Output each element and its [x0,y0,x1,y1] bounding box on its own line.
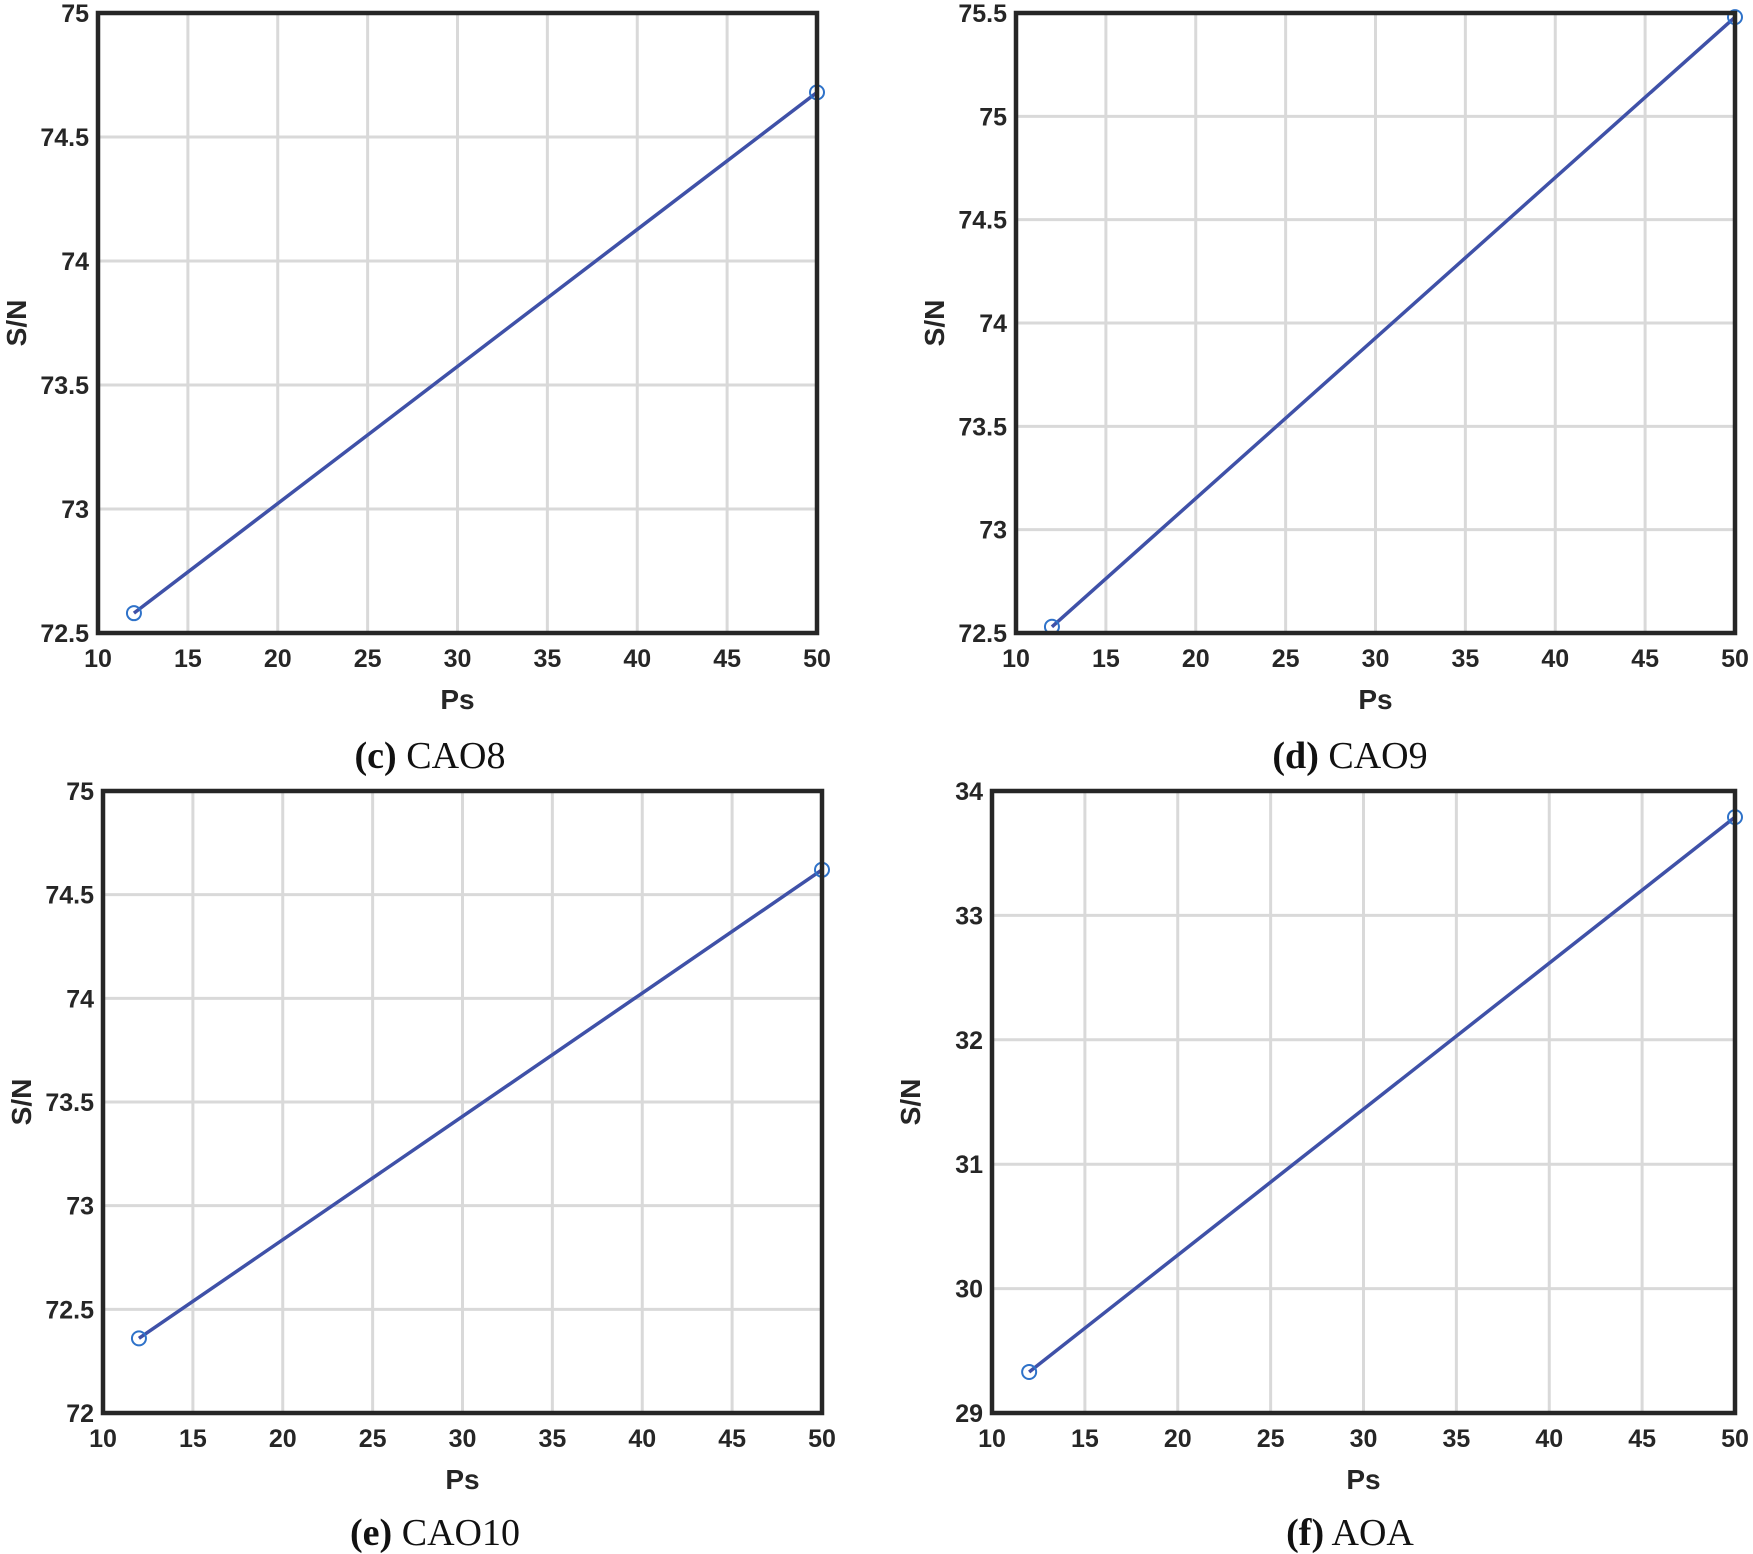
x-tick-label-d-0: 10 [1002,645,1030,673]
data-point-c-0 [125,605,142,622]
x-tick-label-e-6: 40 [628,1425,656,1453]
plot-frame-f [989,788,1738,1416]
x-tick-label-e-0: 10 [89,1425,117,1453]
x-tick-label-f-1: 15 [1071,1425,1099,1453]
plot-frame-c [95,10,820,636]
caption-letter-e: (e) [350,1512,392,1554]
y-tick-label-c-3: 74 [61,248,89,276]
y-tick-label-e-3: 73.5 [45,1089,94,1117]
chart-panel-f: 10 15 20 25 30 35 40 45 50 29 30 31 32 33 34 Ps S/N (f) A… [895,778,1749,1554]
caption-d: (d) CAO9 [1272,735,1427,777]
caption-text-f: AOA [1324,1512,1414,1554]
y-tick-label-d-1: 73 [979,517,1007,545]
caption-text-d: CAO9 [1319,735,1428,777]
x-tick-label-f-8: 50 [1721,1425,1749,1453]
caption-letter-d: (d) [1272,735,1318,777]
x-tick-label-c-3: 25 [354,645,382,673]
caption-letter-c: (c) [355,735,397,777]
x-axis-title-d: Ps [1358,684,1392,715]
y-tick-label-d-6: 75.5 [958,0,1007,28]
x-tick-label-e-4: 30 [449,1425,477,1453]
y-tick-label-d-2: 73.5 [958,413,1007,441]
caption-f: (f) AOA [1286,1512,1414,1554]
x-tick-label-c-5: 35 [533,645,561,673]
plot-frame-e [100,788,825,1416]
y-tick-label-e-1: 72.5 [45,1296,94,1324]
x-tick-label-f-2: 20 [1164,1425,1192,1453]
x-tick-label-e-2: 20 [269,1425,297,1453]
x-tick-label-c-6: 40 [623,645,651,673]
y-axis-title-f: S/N [895,1079,926,1126]
y-tick-label-d-5: 75 [979,103,1007,131]
x-tick-label-f-5: 35 [1442,1425,1470,1453]
y-tick-label-e-4: 74 [66,985,94,1013]
y-tick-label-f-5: 34 [955,778,983,806]
x-tick-label-c-4: 30 [444,645,472,673]
series-line-d [1050,15,1737,629]
y-tick-label-e-6: 75 [66,778,94,806]
x-tick-label-d-1: 15 [1092,645,1120,673]
y-axis-title-c: S/N [1,300,32,347]
series-line-e [137,868,823,1340]
x-tick-label-d-5: 35 [1451,645,1479,673]
y-tick-label-c-1: 73 [61,496,89,524]
caption-c: (c) CAO8 [355,735,506,777]
x-tick-label-f-0: 10 [978,1425,1006,1453]
caption-text-e: CAO10 [392,1512,520,1554]
x-tick-label-d-6: 40 [1541,645,1569,673]
y-tick-label-c-0: 72.5 [40,620,89,648]
x-tick-label-d-4: 30 [1362,645,1390,673]
x-tick-label-f-6: 40 [1535,1425,1563,1453]
caption-text-c: CAO8 [397,735,506,777]
plot-frame-d [1013,10,1738,636]
data-point-e-0 [130,1330,147,1347]
y-tick-label-f-1: 30 [955,1276,983,1304]
y-tick-label-e-2: 73 [66,1193,94,1221]
x-tick-label-c-1: 15 [174,645,202,673]
x-axis-title-f: Ps [1346,1464,1380,1495]
x-tick-label-d-2: 20 [1182,645,1210,673]
x-tick-label-f-3: 25 [1257,1425,1285,1453]
y-tick-label-c-4: 74.5 [40,124,89,152]
x-tick-label-d-7: 45 [1631,645,1659,673]
y-tick-label-f-2: 31 [955,1151,983,1179]
x-tick-label-e-8: 50 [808,1425,836,1453]
y-tick-label-f-4: 33 [955,902,983,930]
y-tick-label-d-0: 72.5 [958,620,1007,648]
x-tick-label-d-3: 25 [1272,645,1300,673]
y-tick-label-c-5: 75 [61,0,89,28]
x-tick-label-c-7: 45 [713,645,741,673]
x-tick-label-e-5: 35 [538,1425,566,1453]
caption-letter-f: (f) [1286,1512,1324,1554]
y-tick-label-d-3: 74 [979,310,1007,338]
x-tick-label-c-2: 20 [264,645,292,673]
y-tick-label-f-3: 32 [955,1027,983,1055]
x-tick-label-f-7: 45 [1628,1425,1656,1453]
y-axis-title-e: S/N [6,1079,37,1126]
y-tick-label-f-0: 29 [955,1400,983,1428]
y-tick-label-c-2: 73.5 [40,372,89,400]
chart-panel-e: 10 15 20 25 30 35 40 45 50 72 72.5 73 73.5 74 74.5 75 Ps… [6,778,836,1554]
x-tick-label-e-3: 25 [359,1425,387,1453]
data-point-f-0 [1021,1363,1038,1380]
x-tick-label-c-8: 50 [803,645,831,673]
x-axis-title-e: Ps [445,1464,479,1495]
chart-panel-d: 10 15 20 25 30 35 40 45 50 72.5 73 73.5 74 74.5 75 75.5… [919,0,1749,777]
x-tick-label-e-7: 45 [718,1425,746,1453]
x-tick-label-f-4: 30 [1350,1425,1378,1453]
x-axis-title-c: Ps [440,684,474,715]
y-axis-title-d: S/N [919,300,950,347]
chart-panel-c: 10 15 20 25 30 35 40 45 50 72.5 73 73.5 74 74.5 75 Ps S/… [1,0,831,777]
y-tick-label-e-5: 74.5 [45,882,94,910]
x-tick-label-d-8: 50 [1721,645,1749,673]
x-tick-label-c-0: 10 [84,645,112,673]
y-tick-label-e-0: 72 [66,1400,94,1428]
caption-e: (e) CAO10 [350,1512,520,1554]
series-line-f [1028,815,1737,1374]
x-tick-label-e-1: 15 [179,1425,207,1453]
y-tick-label-d-4: 74.5 [958,207,1007,235]
series-line-c [132,90,819,615]
